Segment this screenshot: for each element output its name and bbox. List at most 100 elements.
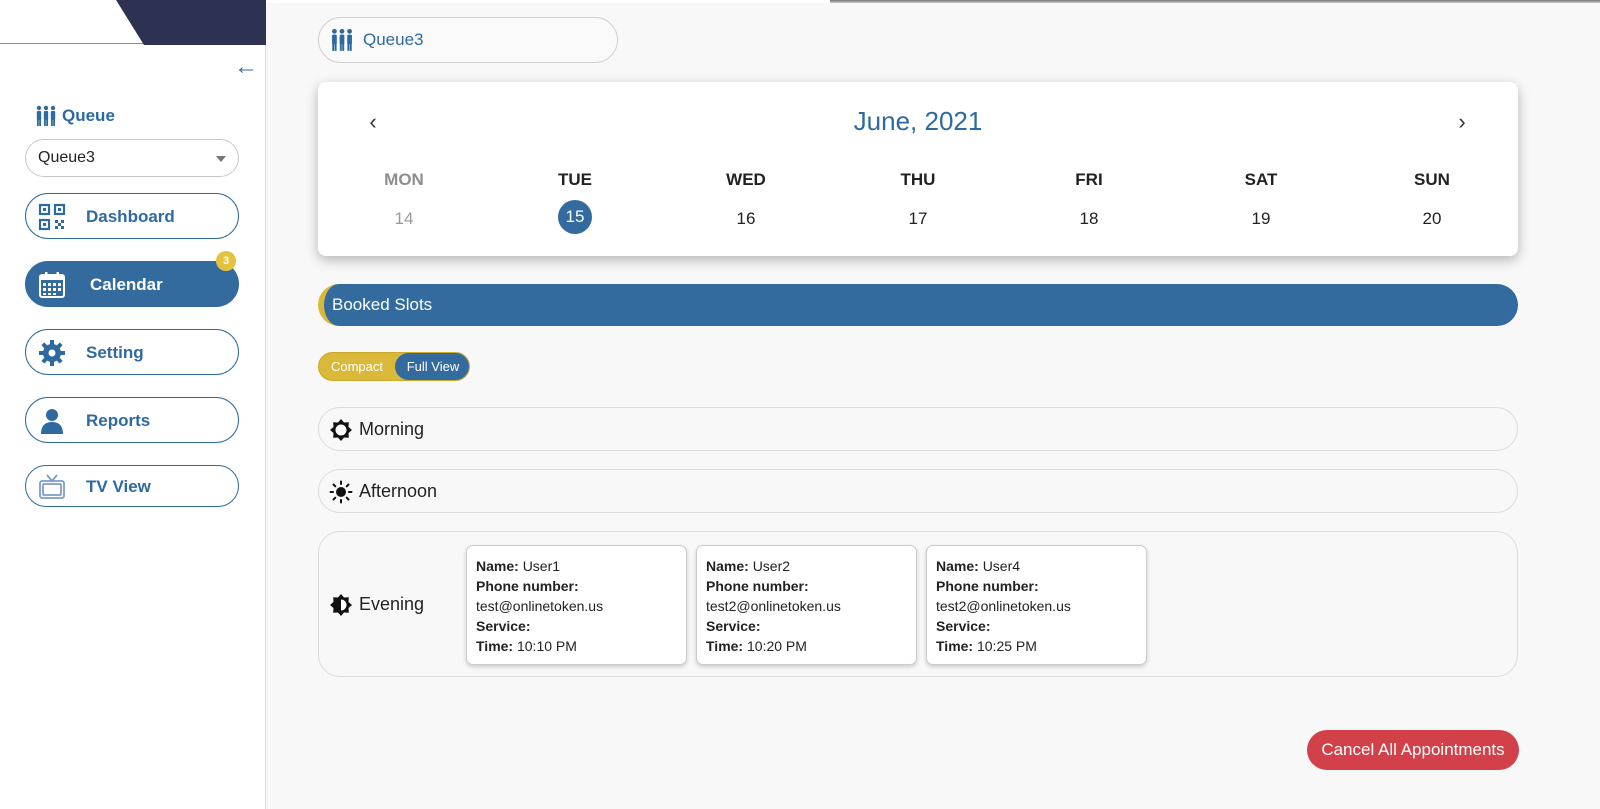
booked-slots-header: Booked Slots [318, 284, 1518, 326]
queue-label: Queue [34, 104, 115, 128]
appointment-service-row: Service: [476, 616, 677, 636]
calendar-day-sat[interactable]: SAT 19 [1201, 170, 1321, 238]
queue-chip[interactable]: Queue3 [318, 17, 618, 63]
appointment-name: User4 [982, 558, 1021, 574]
appointment-time: 10:25 PM [976, 638, 1037, 654]
nav-dashboard-button[interactable]: Dashboard [25, 193, 239, 239]
day-number-selected: 15 [558, 200, 592, 234]
appointment-phone-row: Phone number: [476, 576, 677, 596]
sidebar: ← Queue Queue3 Dashboard [0, 0, 266, 809]
day-name: WED [726, 170, 766, 189]
appointment-name: User2 [752, 558, 791, 574]
appointment-time: 10:20 PM [746, 638, 807, 654]
calendar-day-mon[interactable]: MON 14 [344, 170, 464, 238]
morning-section[interactable]: Morning [318, 407, 1518, 451]
afternoon-section[interactable]: Afternoon [318, 469, 1518, 513]
appointment-service-row: Service: [706, 616, 907, 636]
calendar-day-thu[interactable]: THU 17 [858, 170, 978, 238]
chevron-down-icon [216, 156, 226, 162]
nav-setting-label: Setting [86, 343, 144, 362]
appointment-email: test@onlinetoken.us [476, 598, 604, 614]
time-field-label: Time: [476, 638, 514, 654]
appointment-time-row: Time: 10:20 PM [706, 636, 907, 656]
queue-select-value: Queue3 [38, 149, 95, 166]
chevron-right-icon[interactable]: › [1458, 109, 1466, 134]
nav-setting-button[interactable]: Setting [25, 329, 239, 375]
calendar-day-fri[interactable]: FRI 18 [1029, 170, 1149, 238]
morning-label: Morning [359, 419, 425, 439]
queue-select[interactable]: Queue3 [25, 139, 239, 177]
gear-icon [39, 340, 65, 366]
qr-code-icon [38, 203, 66, 231]
name-field-label: Name: [706, 558, 749, 574]
afternoon-label: Afternoon [359, 481, 438, 501]
people-group-icon [332, 28, 352, 51]
time-field-label: Time: [936, 638, 974, 654]
compact-view-option[interactable]: Compact [330, 359, 384, 374]
appointment-time-row: Time: 10:25 PM [936, 636, 1137, 656]
time-field-label: Time: [706, 638, 744, 654]
day-number: 14 [394, 209, 414, 228]
evening-section: Evening Name: User1 Phone number: test@o… [318, 531, 1518, 677]
top-progress-bar [266, 0, 1600, 3]
appointment-name: User1 [522, 558, 561, 574]
view-toggle[interactable]: Compact Full View [318, 352, 470, 381]
day-number: 20 [1422, 209, 1442, 228]
day-number: 19 [1251, 209, 1271, 228]
appointment-card[interactable]: Name: User2 Phone number: test2@onlineto… [696, 545, 917, 665]
calendar-count-badge: 3 [216, 251, 236, 271]
appointment-email: test2@onlinetoken.us [936, 598, 1071, 614]
nav-calendar-button[interactable]: Calendar [25, 261, 239, 307]
nav-dashboard-label: Dashboard [86, 207, 175, 226]
day-number: 17 [908, 209, 928, 228]
sun-icon [329, 480, 353, 504]
service-field-label: Service: [706, 618, 761, 634]
calendar-day-tue[interactable]: TUE 15 [515, 170, 635, 234]
calendar-day-wed[interactable]: WED 16 [686, 170, 806, 238]
day-name: SAT [1244, 170, 1278, 189]
appointment-card[interactable]: Name: User1 Phone number: test@onlinetok… [466, 545, 687, 665]
queue-label-text: Queue [62, 106, 115, 125]
chevron-left-icon[interactable]: ‹ [369, 109, 377, 134]
day-number: 18 [1079, 209, 1099, 228]
nav-calendar-label: Calendar [90, 275, 163, 294]
appointment-service-row: Service: [936, 616, 1137, 636]
tv-icon [39, 474, 65, 499]
week-calendar: ‹ June, 2021 › MON 14 TUE 15 WED 16 THU … [318, 82, 1518, 256]
calendar-icon [39, 272, 65, 298]
name-field-label: Name: [476, 558, 519, 574]
progress-fill [266, 0, 830, 3]
logo-navy-shape [116, 0, 266, 45]
phone-field-label: Phone number: [706, 578, 809, 594]
nav-tv-view-label: TV View [86, 477, 151, 496]
cancel-all-appointments-button[interactable]: Cancel All Appointments [1307, 730, 1519, 770]
full-view-option[interactable]: Full View [395, 353, 469, 380]
calendar-day-sun[interactable]: SUN 20 [1372, 170, 1492, 238]
service-field-label: Service: [476, 618, 531, 634]
nav-reports-button[interactable]: Reports [25, 397, 239, 443]
appointment-time: 10:10 PM [516, 638, 577, 654]
user-icon [41, 409, 63, 434]
day-name: THU [900, 170, 936, 189]
evening-label: Evening [359, 594, 425, 614]
phone-field-label: Phone number: [936, 578, 1039, 594]
appointment-phone-row: Phone number: [936, 576, 1137, 596]
people-group-icon [36, 105, 56, 126]
day-name: MON [384, 170, 424, 189]
appointment-email: test2@onlinetoken.us [706, 598, 841, 614]
sunrise-icon [330, 419, 352, 441]
day-name: SUN [1414, 170, 1450, 189]
service-field-label: Service: [936, 618, 991, 634]
phone-field-label: Phone number: [476, 578, 579, 594]
day-name: FRI [1075, 170, 1103, 189]
collapse-sidebar-arrow-icon[interactable]: ← [234, 53, 258, 80]
nav-reports-label: Reports [86, 411, 151, 430]
logo-band [0, 0, 266, 45]
appointment-name-row: Name: User2 [706, 556, 907, 576]
appointment-time-row: Time: 10:10 PM [476, 636, 677, 656]
calendar-month-title: June, 2021 [853, 106, 983, 136]
nav-tv-view-button[interactable]: TV View [25, 465, 239, 507]
appointment-phone-row: Phone number: [706, 576, 907, 596]
appointment-card[interactable]: Name: User4 Phone number: test2@onlineto… [926, 545, 1147, 665]
progress-track-dark [830, 0, 1600, 3]
